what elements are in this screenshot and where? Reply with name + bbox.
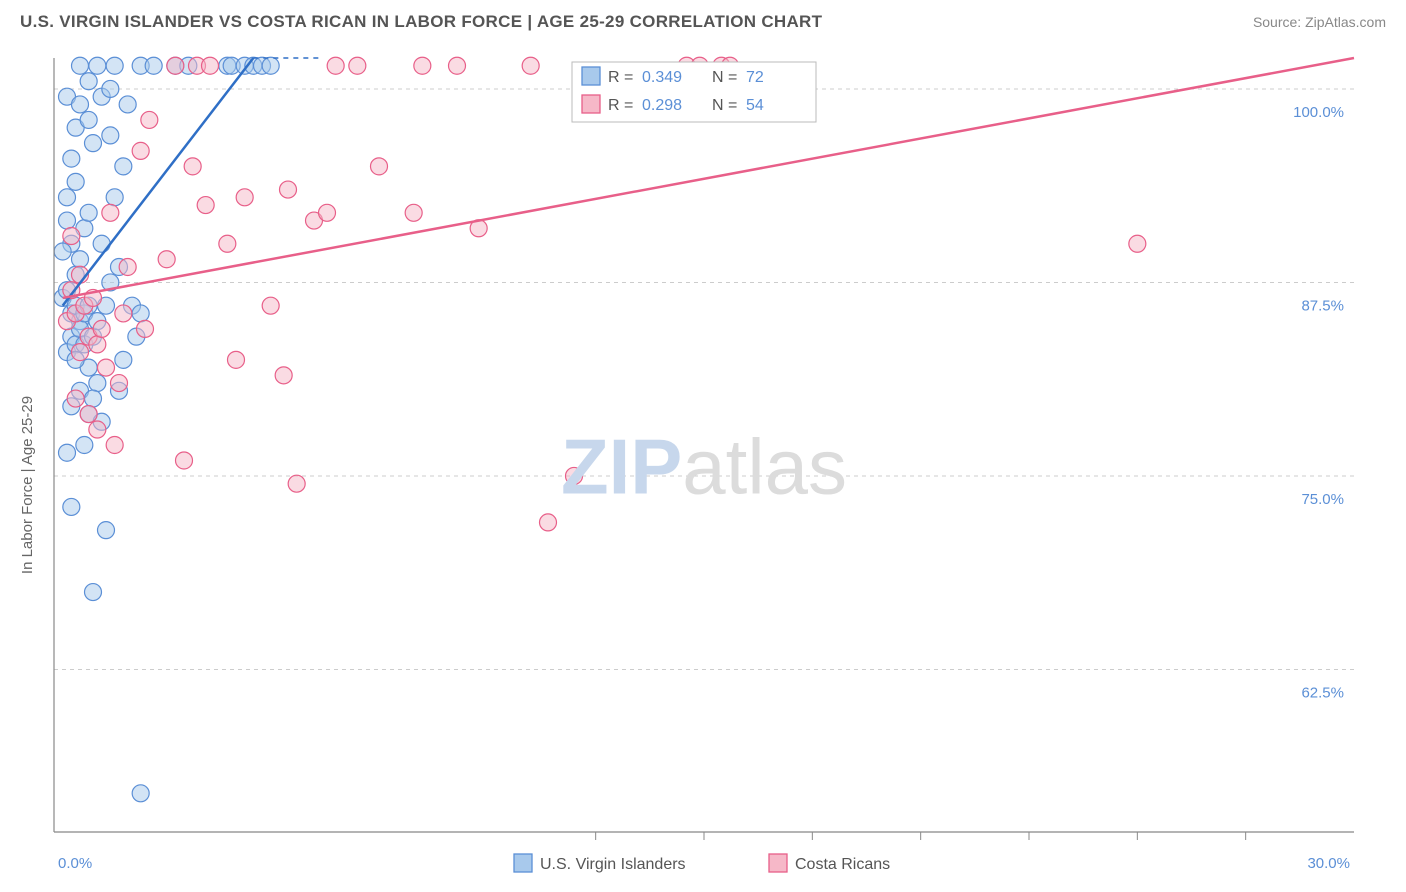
svg-text:N =: N =	[712, 69, 737, 86]
svg-text:0.349: 0.349	[642, 69, 682, 86]
svg-text:62.5%: 62.5%	[1301, 684, 1344, 701]
svg-text:R =: R =	[608, 97, 633, 114]
series-costa-ricans	[59, 57, 1146, 531]
svg-text:0.298: 0.298	[642, 97, 682, 114]
svg-text:75.0%: 75.0%	[1301, 491, 1344, 508]
svg-text:U.S. Virgin Islanders: U.S. Virgin Islanders	[540, 856, 686, 873]
svg-text:Costa Ricans: Costa Ricans	[795, 856, 890, 873]
svg-text:54: 54	[746, 97, 764, 114]
svg-text:0.0%: 0.0%	[58, 855, 92, 872]
svg-text:R =: R =	[608, 69, 633, 86]
chart-container: 62.5% 75.0% 87.5% 100.0% 0.0% 30.0% In Labor F…	[14, 48, 1394, 886]
header: U.S. VIRGIN ISLANDER VS COSTA RICAN IN L…	[0, 0, 1406, 40]
svg-text:30.0%: 30.0%	[1307, 855, 1350, 872]
svg-text:72: 72	[746, 69, 764, 86]
svg-text:In Labor Force | Age 25-29: In Labor Force | Age 25-29	[19, 396, 36, 574]
source-label: Source: ZipAtlas.com	[1253, 14, 1386, 30]
svg-text:N =: N =	[712, 97, 737, 114]
svg-text:100.0%: 100.0%	[1293, 104, 1344, 121]
svg-text:87.5%: 87.5%	[1301, 297, 1344, 314]
scatter-chart: 62.5% 75.0% 87.5% 100.0% 0.0% 30.0% In Labor F…	[14, 48, 1394, 886]
chart-title: U.S. VIRGIN ISLANDER VS COSTA RICAN IN L…	[20, 12, 822, 32]
